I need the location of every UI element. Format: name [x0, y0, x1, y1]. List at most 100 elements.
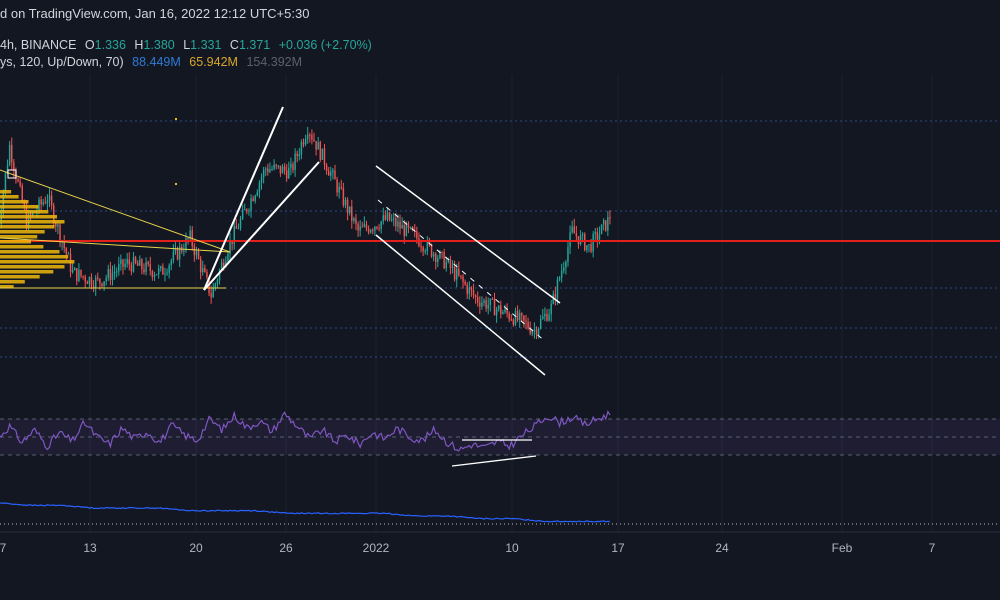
candle-body [120, 259, 122, 265]
candle-body [42, 202, 44, 205]
candle-body [525, 320, 527, 322]
candle-body [489, 298, 492, 305]
candle-body [395, 218, 397, 227]
candle-body [185, 238, 187, 251]
candle-body [321, 148, 324, 160]
candle-body [239, 218, 242, 229]
candle-body [353, 218, 355, 221]
dot-marker [175, 183, 177, 185]
candle-body [588, 244, 590, 246]
candle-body [485, 300, 487, 309]
symbol-label: 4h, BINANCE [0, 38, 77, 52]
candle-body [579, 235, 582, 245]
candle-body [122, 259, 124, 267]
candle-body [99, 278, 101, 284]
candle-body [250, 198, 252, 211]
channel-midline [377, 199, 547, 343]
candle-body [107, 268, 110, 278]
volume-profile-bar [0, 225, 55, 229]
candle-body [126, 259, 128, 264]
volume-down-value: 65.942M [189, 55, 238, 69]
candle-body [132, 257, 135, 272]
candle-body [376, 226, 378, 229]
candle-body [518, 313, 521, 321]
candle-body [311, 135, 313, 140]
candle-body [403, 225, 405, 237]
candle-body [292, 163, 294, 170]
candle-body [269, 169, 271, 173]
candle-body [571, 226, 573, 233]
candle-body [306, 134, 309, 139]
candle-body [134, 257, 137, 263]
candle-body [271, 168, 273, 170]
descending-trendline [0, 169, 231, 253]
candle-body [602, 220, 605, 225]
candle-body [218, 270, 221, 281]
candle-body [319, 142, 322, 160]
candle-body [313, 139, 315, 142]
candle-body [323, 148, 326, 165]
x-axis-tick-label: 10 [505, 541, 519, 555]
candle-body [466, 284, 468, 294]
low-value: 1.331 [190, 38, 222, 52]
volume-up-value: 88.449M [132, 55, 181, 69]
candle-body [149, 263, 152, 272]
candle-body [359, 226, 361, 231]
volume-profile-bar [0, 220, 65, 224]
candle-body [464, 281, 466, 285]
candle-body [533, 329, 536, 331]
candle-body [258, 182, 261, 192]
candle-body [512, 319, 515, 325]
candle-body [500, 305, 502, 315]
candle-body [225, 261, 227, 268]
rsi-support-line [451, 455, 537, 467]
close-label: C [229, 38, 239, 52]
candle-body [48, 195, 51, 201]
candle-body [227, 253, 229, 262]
candle-body [67, 253, 70, 255]
candle-body [101, 283, 103, 287]
candle-body [504, 308, 506, 313]
candle-body [29, 213, 32, 216]
candle-body [584, 234, 586, 251]
x-axis-tick-label: 17 [611, 541, 625, 555]
volume-profile-bar [0, 270, 54, 274]
candle-body [206, 272, 208, 278]
candle-body [197, 251, 200, 259]
candle-body [298, 154, 301, 156]
candle-body [52, 205, 55, 224]
volume-profile-bar [0, 235, 38, 239]
candle-body [11, 144, 13, 163]
candle-body [523, 315, 525, 321]
volume-profile-bar [0, 190, 12, 194]
candle-body [535, 329, 538, 335]
candle-body [325, 164, 328, 171]
candle-body [502, 312, 504, 315]
candle-body [481, 302, 483, 307]
candle-body [88, 277, 91, 285]
candle-body [390, 219, 393, 221]
candle-body [443, 252, 445, 269]
candle-body [170, 260, 172, 266]
candle-body [483, 300, 485, 303]
candle-body [472, 290, 475, 296]
candle-body [143, 269, 145, 273]
candle-body [294, 153, 296, 170]
candle-body [531, 330, 534, 334]
candle-body [336, 179, 338, 193]
candle-body [44, 202, 47, 204]
candle-body [103, 281, 105, 287]
candle-body [151, 271, 154, 277]
candle-body [506, 308, 508, 314]
candle-body [327, 170, 330, 176]
candle-body [273, 164, 275, 169]
candle-body [237, 228, 240, 230]
candle-body [401, 225, 403, 229]
candle-body [470, 287, 473, 291]
candle-body [544, 313, 546, 317]
candle-body [460, 275, 462, 277]
candle-body [309, 134, 311, 136]
candle-body [355, 218, 357, 224]
